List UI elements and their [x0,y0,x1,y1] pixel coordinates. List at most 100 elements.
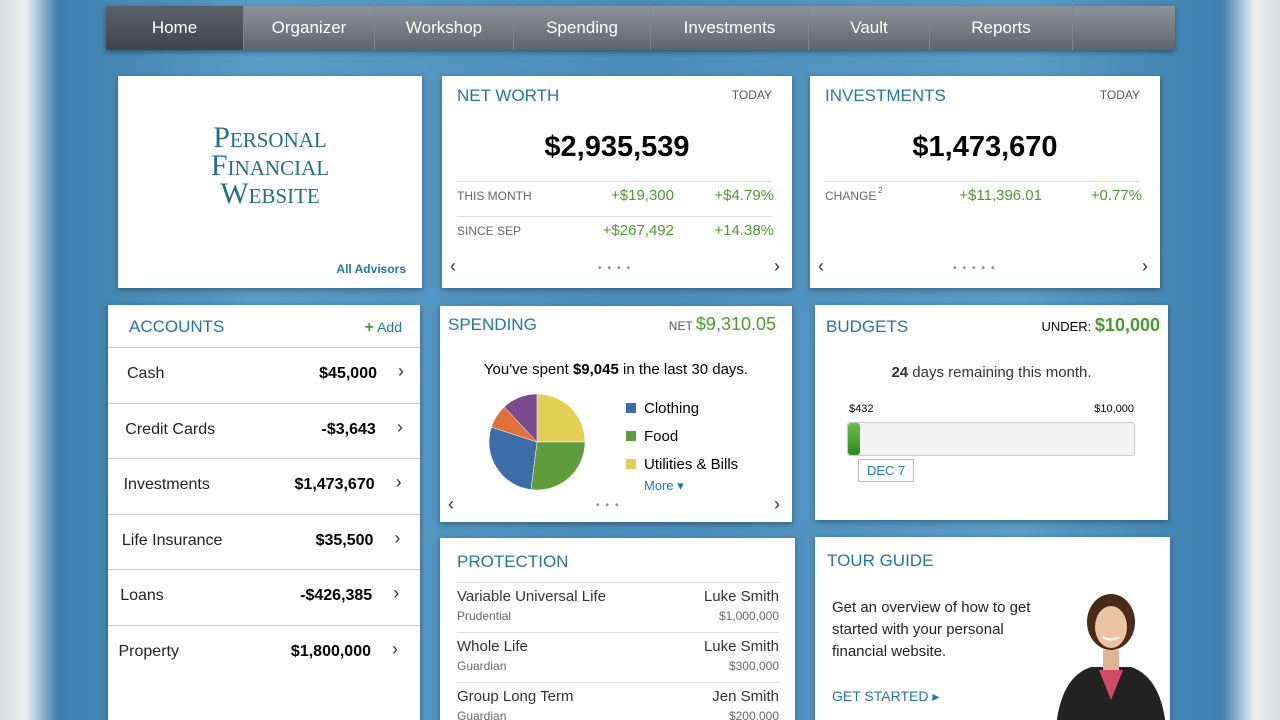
account-row[interactable]: Life Insurance $35,500 › [108,514,420,569]
change-percent: +0.77% [1090,187,1142,204]
logo-card: Personal Financial Website All Advisors [118,76,422,288]
account-balance: $1,473,670 [294,476,375,493]
nav-item[interactable]: Investments [651,6,809,50]
account-name: Investments [123,476,210,493]
chevron: › [396,416,403,437]
summary-text: in the last 30 days. [623,361,749,378]
spending-summary: You've spent $9,045 in the last 30 days. [440,361,792,378]
account-row[interactable]: Property $1,800,000 › [108,625,420,680]
nav-item[interactable]: Vault [809,6,930,50]
chevron: › [393,583,400,603]
chevron: › [398,361,404,381]
account-row[interactable]: Credit Cards -$3,643 › [108,403,420,458]
prev-arrow[interactable]: ‹ [450,256,456,276]
date-marker: DEC 7 [858,459,915,482]
pie-slice [503,393,538,443]
investments-card: INVESTMENTS TODAY $1,473,670 CHANGE 2 +$11,39… [810,76,1160,288]
net-amount: $9,310.05 [695,314,776,334]
tour-text: Get an overview of how to get started wi… [832,599,1031,660]
card-title: SPENDING [448,315,537,334]
separator [457,181,772,182]
prev-arrow[interactable]: ‹ [448,494,454,514]
separator [457,632,779,633]
more-link[interactable]: More ▾ [644,478,684,493]
next-arrow[interactable]: › [774,494,780,514]
separator [457,682,779,683]
account-balance: $45,000 [319,365,377,382]
accounts-card: ACCOUNTS + Add Cash $45,000 › Credit Cards -… [108,305,420,720]
next-arrow[interactable]: › [774,256,780,276]
budget-track [847,422,1135,456]
nav-item[interactable]: Spending [514,6,651,50]
under-amount: $10,000 [1094,315,1160,335]
provider: Prudential [457,609,512,623]
separator [108,402,420,404]
logo: Personal Financial Website [118,121,422,210]
provider: Guardian [457,659,507,673]
separator [108,458,420,459]
card-title: ACCOUNTS [129,317,225,336]
pager: ••• [596,500,625,511]
legend-swatch [626,403,636,413]
nav-item[interactable]: Home [106,6,244,50]
nav-item[interactable]: Workshop [375,6,514,50]
days: 24 [891,364,909,381]
nav-item[interactable]: Organizer [244,6,375,50]
footnote: 2 [878,186,883,195]
chevron: › [392,638,398,659]
legend-item: Clothing [626,394,738,422]
account-name: Loans [120,587,164,604]
net-worth-card: NET WORTH TODAY $2,935,539 THIS MONTH +$19,3… [442,76,792,288]
account-row[interactable]: Investments $1,473,670 › [108,458,420,513]
legend-item: Food [626,422,738,450]
bar-start-label: $432 [849,403,874,415]
account-row[interactable]: Loans -$426,385 › [108,569,420,624]
days-text: days remaining this month. [912,364,1092,381]
account-balance: $35,500 [315,531,374,549]
all-advisors-link[interactable]: All Advisors [336,262,406,276]
logo-line: Financial [210,149,330,182]
logo-line: Personal [213,121,327,154]
policy-name: Group Long Term [457,688,574,705]
guide-photo [1056,594,1166,720]
under-label: UNDER: [1041,319,1092,334]
nav-bar: Home Organizer Workshop Spending Investments… [106,6,1175,50]
separator [108,347,420,348]
change-amount: +$19,300 [611,187,674,204]
legend-label: Food [644,427,679,445]
insured: Jen Smith [712,688,779,705]
net: NET $9,310.05 [669,314,776,335]
row-label: THIS MONTH [457,189,532,203]
separator [108,513,420,515]
budget-fill [848,423,861,455]
card-title: BUDGETS [826,317,909,336]
summary-text: You've spent [483,361,569,378]
separator [457,216,772,217]
account-name: Property [118,642,179,660]
prev-arrow[interactable]: ‹ [818,256,824,276]
legend-label: Clothing [644,399,700,417]
change-percent: +$4.79% [714,187,774,204]
coverage: $1,000,000 [718,609,779,623]
separator [457,582,779,583]
period: TODAY [731,88,772,102]
get-started-link[interactable]: GET STARTED ▸ [832,688,940,704]
logo-line: Website [220,177,320,210]
next-arrow[interactable]: › [1142,256,1148,276]
legend: Clothing Food Utilities & Bills [626,394,738,478]
change-amount: +$11,396.01 [959,187,1042,204]
pie-slice [488,426,538,490]
amount: $2,935,539 [544,131,690,163]
change-percent: +14.38% [714,222,774,239]
account-row[interactable]: Cash $45,000 › [108,347,420,402]
days-remaining: 24 days remaining this month. [815,364,1168,381]
pie-slice [536,393,586,443]
legend-swatch [626,431,636,441]
add-label: Add [377,319,402,335]
spending-card: SPENDING NET $9,310.05 You've spent $9,0… [440,306,792,522]
add-button[interactable]: + Add [364,319,402,336]
net-label: NET [668,319,693,333]
pie-chart [488,393,586,491]
separator [108,624,420,626]
nav-item[interactable]: Reports [930,6,1073,50]
